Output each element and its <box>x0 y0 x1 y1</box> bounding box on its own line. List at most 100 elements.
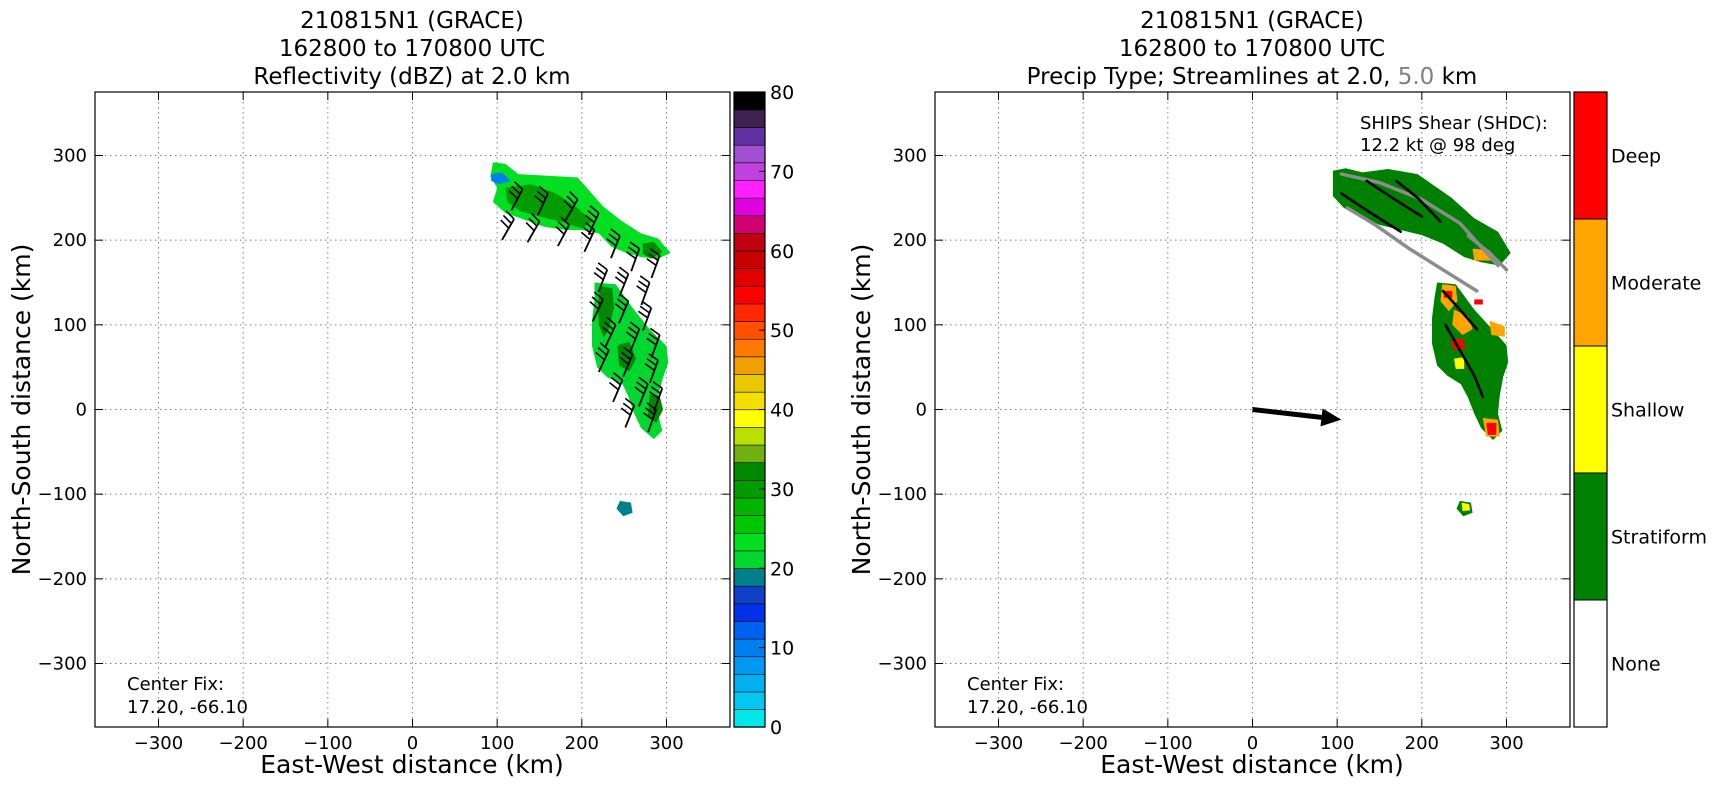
wind-barb <box>619 346 634 377</box>
colorbar-bin <box>733 356 766 375</box>
colorbar-tick-label: 0 <box>770 717 782 739</box>
colorbar-bin <box>733 109 766 128</box>
colorbar-bin <box>733 550 766 569</box>
y-axis-label: North-South distance (km) <box>847 244 876 576</box>
wind-barbs <box>500 180 664 433</box>
colorbar-bin <box>733 532 766 552</box>
echo-region <box>491 172 511 185</box>
colorbar-bin <box>733 567 766 587</box>
colorbar-tick-label: 60 <box>770 241 794 263</box>
colorbar-bin <box>733 197 766 217</box>
precip-region-moderate <box>1452 309 1473 335</box>
wind-barb <box>585 205 600 236</box>
streamline-5km <box>1345 206 1479 293</box>
y-tick-label: 300 <box>53 146 87 167</box>
colorbar-frame <box>1573 91 1608 728</box>
x-axis-label: East-West distance (km) <box>1100 750 1404 779</box>
colorbar-bin <box>733 285 766 305</box>
x-tick-label: 100 <box>1320 733 1354 754</box>
colorbar-bin <box>733 91 766 111</box>
colorbar-bin <box>733 391 766 411</box>
center-fix-label: Center Fix: <box>127 674 224 695</box>
colorbar-bin <box>733 250 766 269</box>
colorbar-bin <box>733 232 766 252</box>
x-tick-label: 0 <box>407 733 418 754</box>
colorbar-category-shallow <box>1573 345 1608 474</box>
x-tick-label: −200 <box>1058 733 1107 754</box>
panel-title-line-2: 162800 to 170800 UTC <box>1119 36 1385 62</box>
colorbar-bin <box>733 673 766 693</box>
wind-barb <box>593 262 609 293</box>
wind-barb <box>636 275 651 306</box>
colorbar-tick-label: 80 <box>770 82 794 104</box>
wind-barb <box>646 248 661 279</box>
x-tick-label: −100 <box>303 733 352 754</box>
colorbar-bin <box>733 709 766 728</box>
colorbar-category-label: Deep <box>1611 146 1661 168</box>
colorbar-bin <box>733 373 766 393</box>
y-tick-label: 200 <box>893 230 927 251</box>
y-axis-label: North-South distance (km) <box>7 244 36 576</box>
colorbar-bin <box>733 462 766 481</box>
precip-type-panel: 210815N1 (GRACE) 162800 to 170800 UTC Pr… <box>847 8 1707 779</box>
axis-ticks: −300 −200 −100 0 100 200 300 −300 −200 −100 0 100 20… <box>38 92 730 754</box>
x-axis-label: East-West distance (km) <box>260 750 564 779</box>
echo-region <box>616 500 633 517</box>
streamlines <box>1252 172 1509 427</box>
streamline-2km <box>1395 179 1442 223</box>
y-tick-label: −300 <box>878 654 927 675</box>
x-tick-label: −300 <box>134 733 183 754</box>
colorbar-bin <box>733 444 766 464</box>
colorbar-bin <box>733 426 766 446</box>
wind-barb <box>637 300 653 331</box>
title-part-km: km <box>1434 64 1477 90</box>
precip-region-shallow <box>1454 357 1465 369</box>
reflectivity-colorbar: 0 10 20 30 40 50 60 70 80 <box>733 82 794 739</box>
colorbar-category-label: Stratiform <box>1611 527 1707 549</box>
wind-barb <box>642 402 658 433</box>
colorbar-bin <box>733 497 766 516</box>
streamline-5km <box>1466 234 1509 272</box>
colorbar-category-moderate <box>1573 218 1608 347</box>
x-tick-label: −300 <box>974 733 1023 754</box>
colorbar-tick-label: 40 <box>770 400 794 422</box>
title-part-2km: Precip Type; Streamlines at 2.0, <box>1027 64 1398 90</box>
streamline-2km <box>1441 289 1479 331</box>
wind-barb <box>625 321 641 352</box>
colorbar-bin <box>733 691 766 710</box>
wind-barb <box>595 342 610 373</box>
colorbar-bin <box>733 585 766 605</box>
axis-ticks: −300 −200 −100 0 100 200 300 −300 −200 −100 0 100 20… <box>878 92 1570 754</box>
panel-title-line-1: 210815N1 (GRACE) <box>300 8 524 34</box>
wind-barb <box>555 216 570 247</box>
y-tick-label: 0 <box>76 400 87 421</box>
colorbar-tick-label: 10 <box>770 638 794 660</box>
x-tick-label: 0 <box>1247 733 1258 754</box>
x-tick-label: 300 <box>1489 733 1523 754</box>
colorbar-category-label: None <box>1611 654 1661 676</box>
precip-region-shallow <box>1461 502 1471 512</box>
precip-region-deep <box>1486 423 1497 435</box>
shear-label: SHIPS Shear (SHDC): <box>1360 113 1548 134</box>
colorbar-bin <box>733 126 766 146</box>
streamline-2km <box>1365 179 1424 218</box>
colorbar-category-label: Moderate <box>1611 273 1701 295</box>
x-tick-label: −200 <box>218 733 267 754</box>
colorbar-bin <box>733 409 766 428</box>
colorbar-category-deep <box>1573 91 1608 220</box>
center-fix-label: Center Fix: <box>967 674 1064 695</box>
shear-vector-arrow <box>1252 407 1342 427</box>
colorbar-tick-label: 30 <box>770 479 794 501</box>
wind-barb <box>646 327 661 358</box>
wind-barb <box>648 381 664 412</box>
echo-region <box>505 184 592 229</box>
colorbar-bin <box>733 215 766 234</box>
reflectivity-panel: 210815N1 (GRACE) 162800 to 170800 UTC Re… <box>7 8 794 779</box>
panel-title-line-3: Precip Type; Streamlines at 2.0, 5.0 km <box>1027 64 1478 90</box>
panel-title-line-3: Reflectivity (dBZ) at 2.0 km <box>253 64 570 90</box>
y-tick-label: −200 <box>878 569 927 590</box>
colorbar-bin <box>733 268 766 287</box>
x-tick-label: 200 <box>565 733 599 754</box>
streamline-2km <box>1340 192 1402 233</box>
